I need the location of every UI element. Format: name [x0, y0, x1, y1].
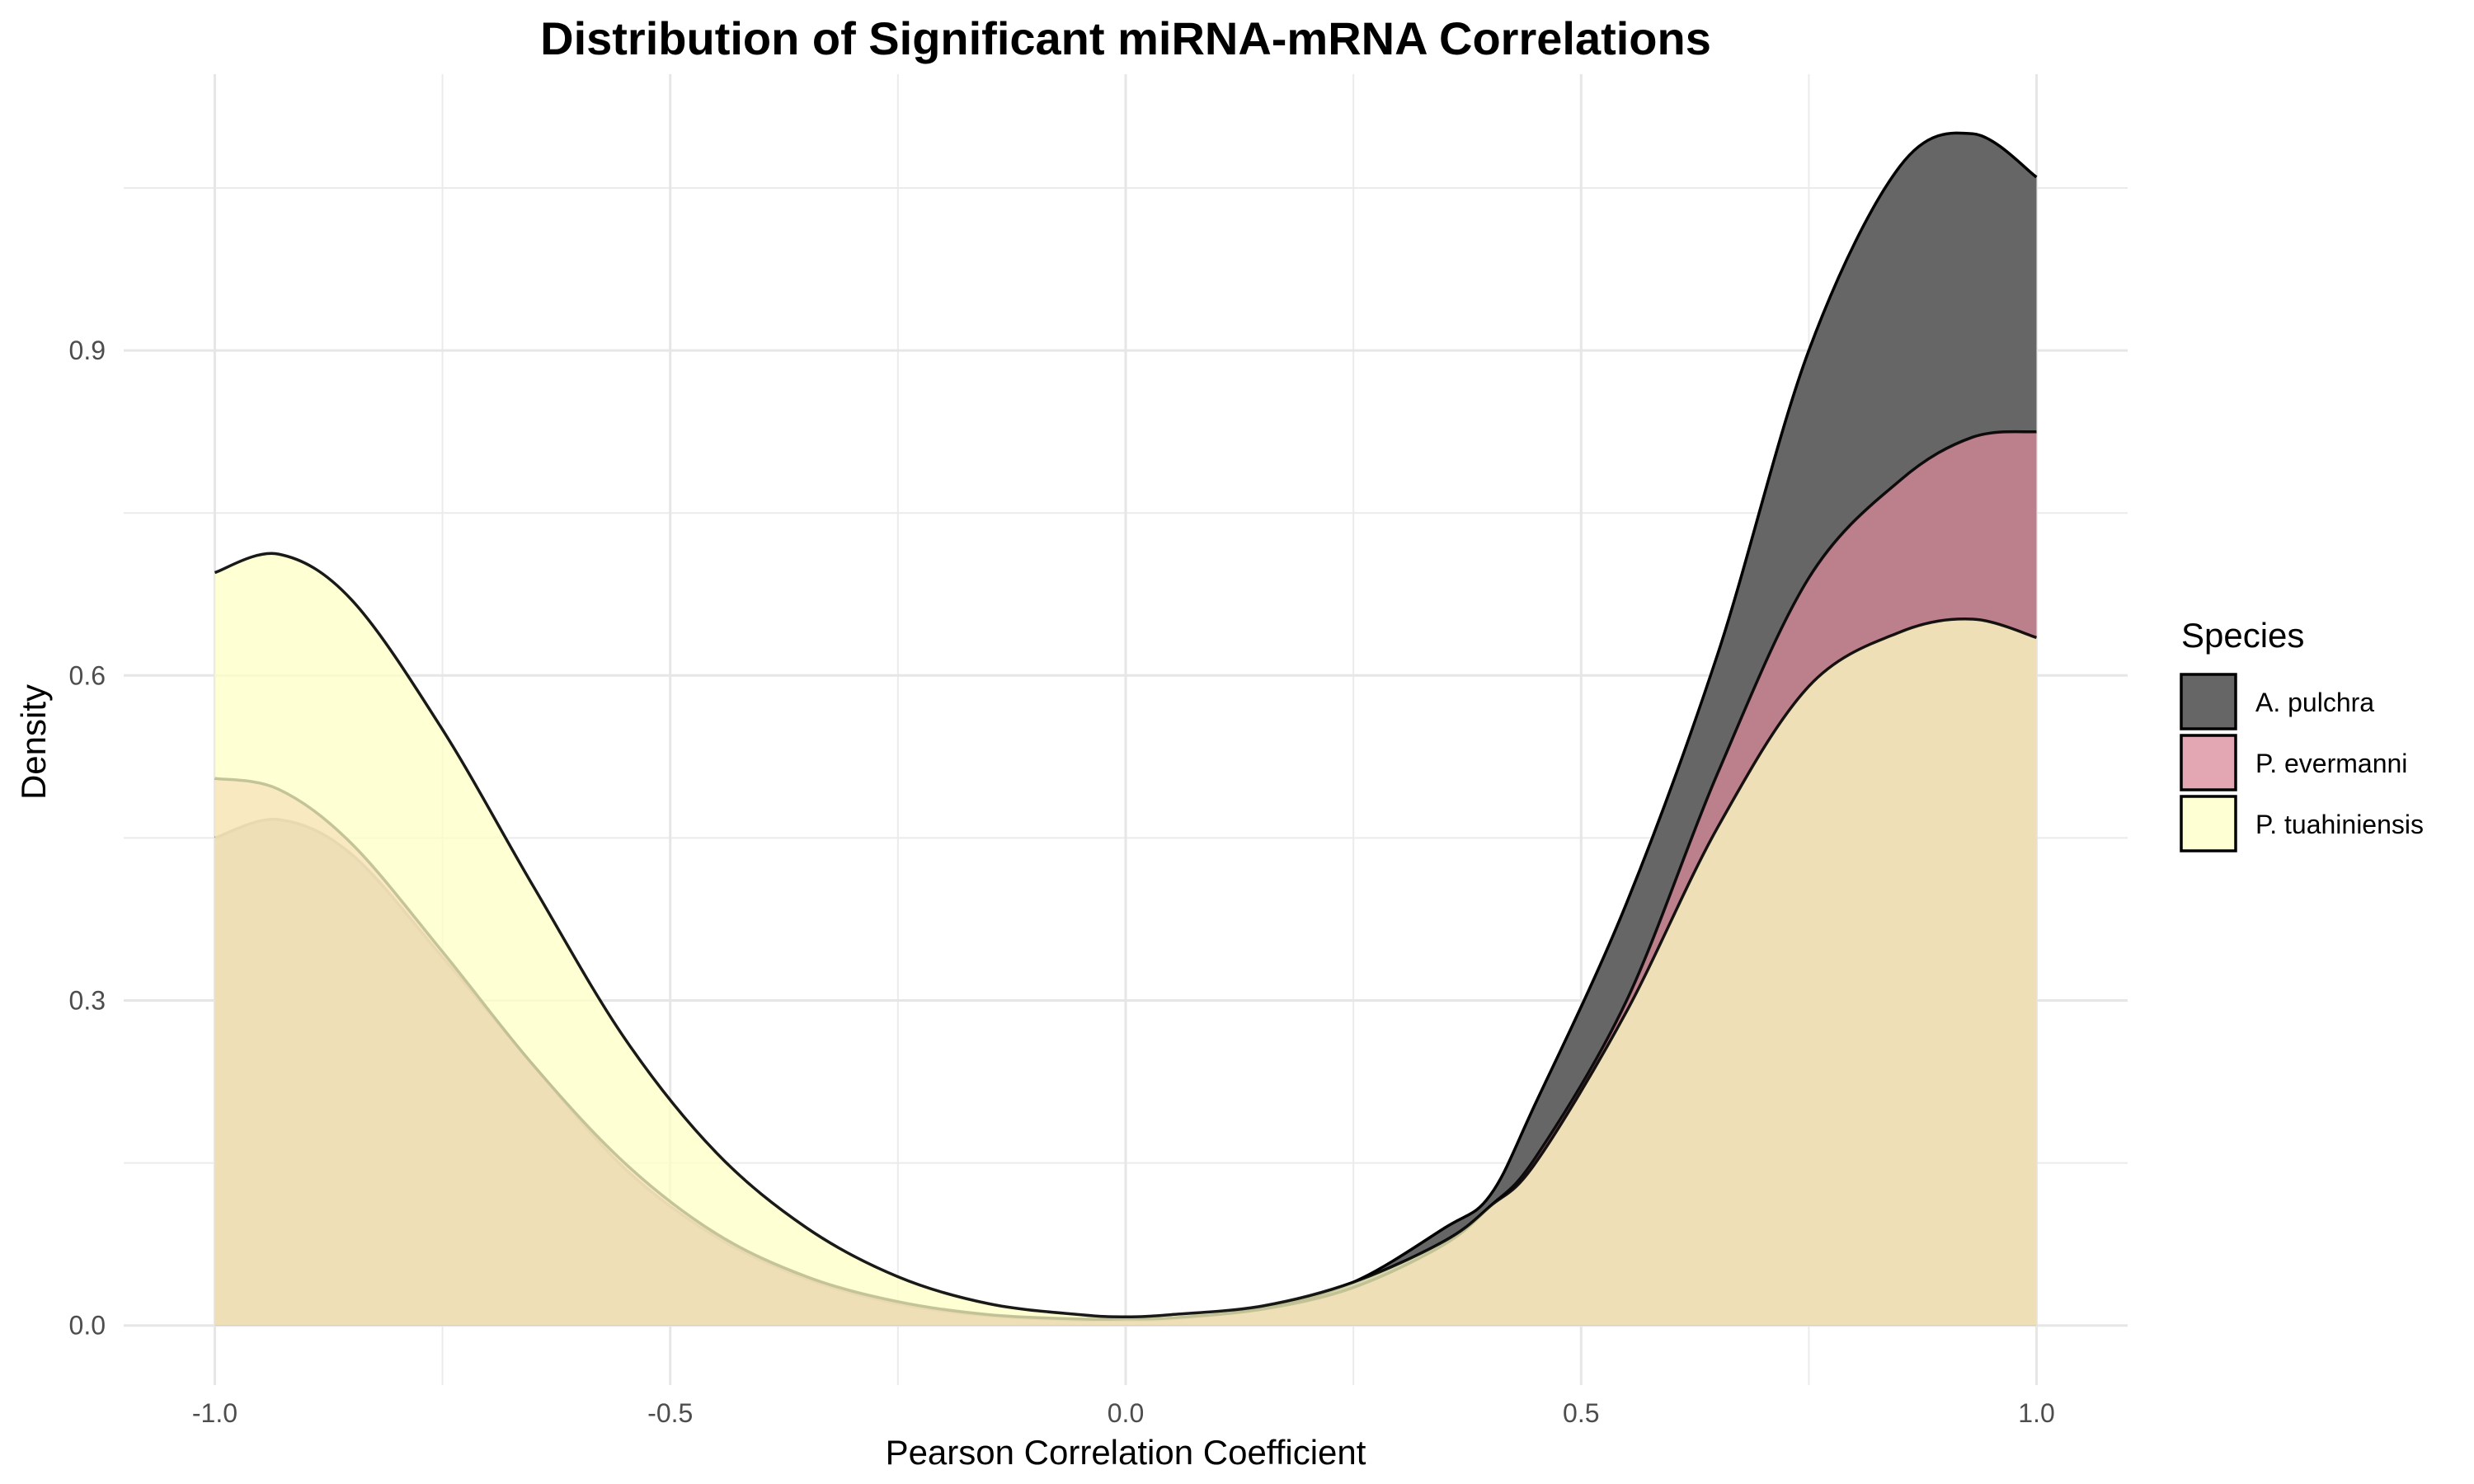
legend-label: P. tuahiniensis: [2255, 810, 2424, 839]
chart-title: Distribution of Significant miRNA-mRNA C…: [540, 12, 1711, 64]
x-axis-title: Pearson Correlation Coefficient: [886, 1433, 1366, 1472]
legend-swatch: [2180, 795, 2237, 852]
legend-swatch: [2180, 734, 2237, 791]
density-area-3: [214, 553, 2037, 1326]
legend: Species A. pulchra P. evermanni P. tuahini…: [2180, 616, 2424, 852]
x-tick-label: -1.0: [192, 1398, 238, 1428]
y-tick-label: 0.3: [69, 986, 106, 1016]
legend-title: Species: [2181, 616, 2304, 655]
y-tick-label: 0.6: [69, 660, 106, 690]
density-area-1: [214, 133, 2037, 1326]
x-tick-label: 0.5: [1563, 1398, 1599, 1428]
density-areas: [214, 131, 2038, 1326]
y-tick-label: 0.0: [69, 1311, 106, 1341]
legend-label: A. pulchra: [2255, 688, 2374, 717]
x-tick-label: 1.0: [2018, 1398, 2054, 1428]
x-tick-label: 0.0: [1108, 1398, 1144, 1428]
x-tick-label: -0.5: [647, 1398, 693, 1428]
legend-label: P. evermanni: [2255, 749, 2407, 778]
y-tick-label: 0.9: [69, 336, 106, 365]
x-axis-ticks: -1.0 -0.5 0.0 0.5 1.0: [192, 1398, 2055, 1428]
y-axis-title: Density: [14, 684, 53, 800]
density-curve-3: [214, 552, 2038, 1318]
legend-swatch: [2180, 673, 2237, 730]
y-axis-ticks: 0.0 0.3 0.6 0.9: [69, 336, 106, 1341]
